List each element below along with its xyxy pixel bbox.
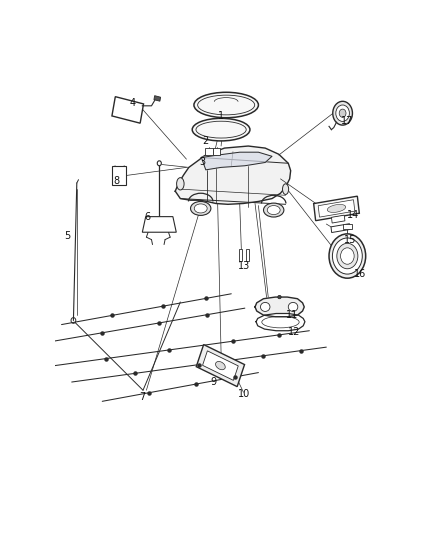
Ellipse shape [194,92,258,118]
Polygon shape [331,224,350,232]
Polygon shape [332,215,345,223]
Polygon shape [154,95,161,101]
Text: 4: 4 [130,98,136,108]
Ellipse shape [341,248,354,264]
Polygon shape [239,249,243,261]
Text: 13: 13 [238,261,250,271]
Text: 12: 12 [288,327,300,337]
Text: 1: 1 [218,111,224,122]
Ellipse shape [261,302,270,311]
Ellipse shape [329,234,366,278]
Ellipse shape [157,161,161,166]
Text: 5: 5 [64,230,71,240]
FancyBboxPatch shape [205,148,212,156]
Text: 17: 17 [341,116,353,126]
Text: 3: 3 [199,157,205,167]
Ellipse shape [339,109,346,117]
Text: 14: 14 [346,210,359,220]
Text: 11: 11 [286,310,298,320]
Polygon shape [112,96,144,123]
Ellipse shape [191,201,211,215]
Polygon shape [196,344,244,386]
Ellipse shape [194,204,207,213]
Ellipse shape [283,184,289,195]
Ellipse shape [267,206,280,215]
Polygon shape [343,224,352,229]
Polygon shape [142,216,176,232]
Ellipse shape [288,302,298,311]
Ellipse shape [332,238,362,274]
Text: 15: 15 [344,235,356,245]
Ellipse shape [192,118,250,141]
Polygon shape [318,200,355,217]
Text: 8: 8 [113,176,120,186]
Polygon shape [175,146,291,204]
Polygon shape [201,152,272,170]
Text: 9: 9 [211,377,217,387]
Text: 16: 16 [354,269,366,279]
Ellipse shape [327,205,346,213]
Text: 6: 6 [145,212,151,222]
Text: 2: 2 [203,136,209,146]
Polygon shape [202,351,238,381]
Polygon shape [314,196,359,221]
Text: 7: 7 [139,392,145,402]
Polygon shape [246,249,249,261]
Ellipse shape [215,361,225,370]
Polygon shape [256,313,305,330]
Ellipse shape [264,203,284,217]
Ellipse shape [177,177,184,190]
Ellipse shape [336,105,350,122]
Ellipse shape [333,101,353,125]
FancyBboxPatch shape [213,148,220,156]
Ellipse shape [337,243,358,269]
Text: 10: 10 [238,389,250,399]
Polygon shape [255,297,304,317]
Ellipse shape [278,295,281,298]
FancyBboxPatch shape [112,166,126,185]
